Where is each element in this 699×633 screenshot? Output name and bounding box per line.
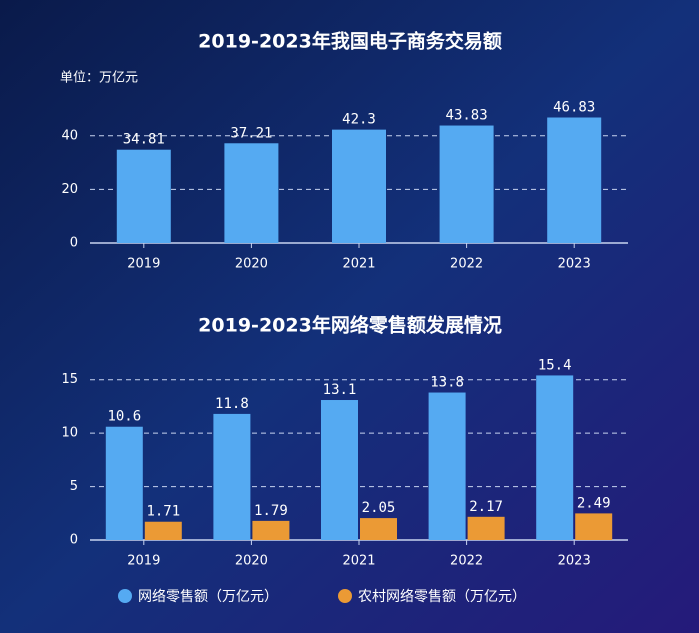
- x-tick-label: 2020: [235, 554, 268, 569]
- value-label: 43.83: [446, 108, 488, 124]
- y-tick-label: 40: [61, 128, 78, 143]
- bar: [547, 117, 602, 243]
- value-label: 13.1: [323, 382, 357, 398]
- value-label: 13.8: [430, 375, 464, 391]
- x-tick-label: 2023: [558, 257, 591, 272]
- y-tick-label: 10: [61, 426, 78, 441]
- bar: [213, 413, 251, 540]
- x-tick-label: 2021: [342, 554, 375, 569]
- chart-title: 2019-2023年我国电子商务交易额: [198, 30, 502, 53]
- chart-title: 2019-2023年网络零售额发展情况: [198, 314, 502, 337]
- x-tick-label: 2023: [558, 554, 591, 569]
- value-label: 2.49: [577, 495, 611, 511]
- value-label: 42.3: [342, 112, 376, 128]
- legend-marker: [118, 589, 132, 603]
- bar: [536, 375, 574, 540]
- bar: [105, 426, 143, 540]
- x-tick-label: 2019: [127, 257, 160, 272]
- bar: [439, 125, 494, 243]
- bar: [467, 516, 505, 540]
- y-tick-label: 20: [61, 182, 78, 197]
- bar: [321, 400, 358, 540]
- value-label: 2.05: [362, 500, 396, 516]
- bar: [144, 521, 182, 540]
- value-label: 11.8: [215, 396, 249, 412]
- x-tick-label: 2021: [342, 257, 375, 272]
- unit-label: 单位：万亿元: [60, 71, 138, 86]
- y-tick-label: 0: [70, 236, 78, 251]
- x-tick-label: 2020: [235, 257, 268, 272]
- value-label: 15.4: [538, 357, 572, 373]
- legend-label: 农村网络零售额（万亿元）: [358, 589, 526, 605]
- x-tick-label: 2022: [450, 554, 483, 569]
- value-label: 46.83: [553, 99, 595, 115]
- y-tick-label: 5: [70, 479, 78, 494]
- y-tick-label: 15: [61, 372, 78, 387]
- value-label: 37.21: [230, 125, 272, 141]
- y-tick-label: 0: [70, 533, 78, 548]
- bar: [360, 518, 397, 540]
- value-label: 2.17: [469, 499, 503, 515]
- legend-label: 网络零售额（万亿元）: [138, 589, 278, 605]
- bar: [252, 520, 290, 540]
- bar: [428, 392, 466, 540]
- bar: [575, 513, 613, 540]
- x-tick-label: 2019: [127, 554, 160, 569]
- bar: [116, 149, 171, 243]
- value-label: 34.81: [123, 132, 165, 148]
- value-label: 1.79: [254, 503, 288, 519]
- bar: [224, 143, 279, 243]
- legend-marker: [338, 589, 352, 603]
- x-tick-label: 2022: [450, 257, 483, 272]
- value-label: 10.6: [107, 409, 141, 425]
- bar: [332, 129, 386, 243]
- value-label: 1.71: [146, 504, 180, 520]
